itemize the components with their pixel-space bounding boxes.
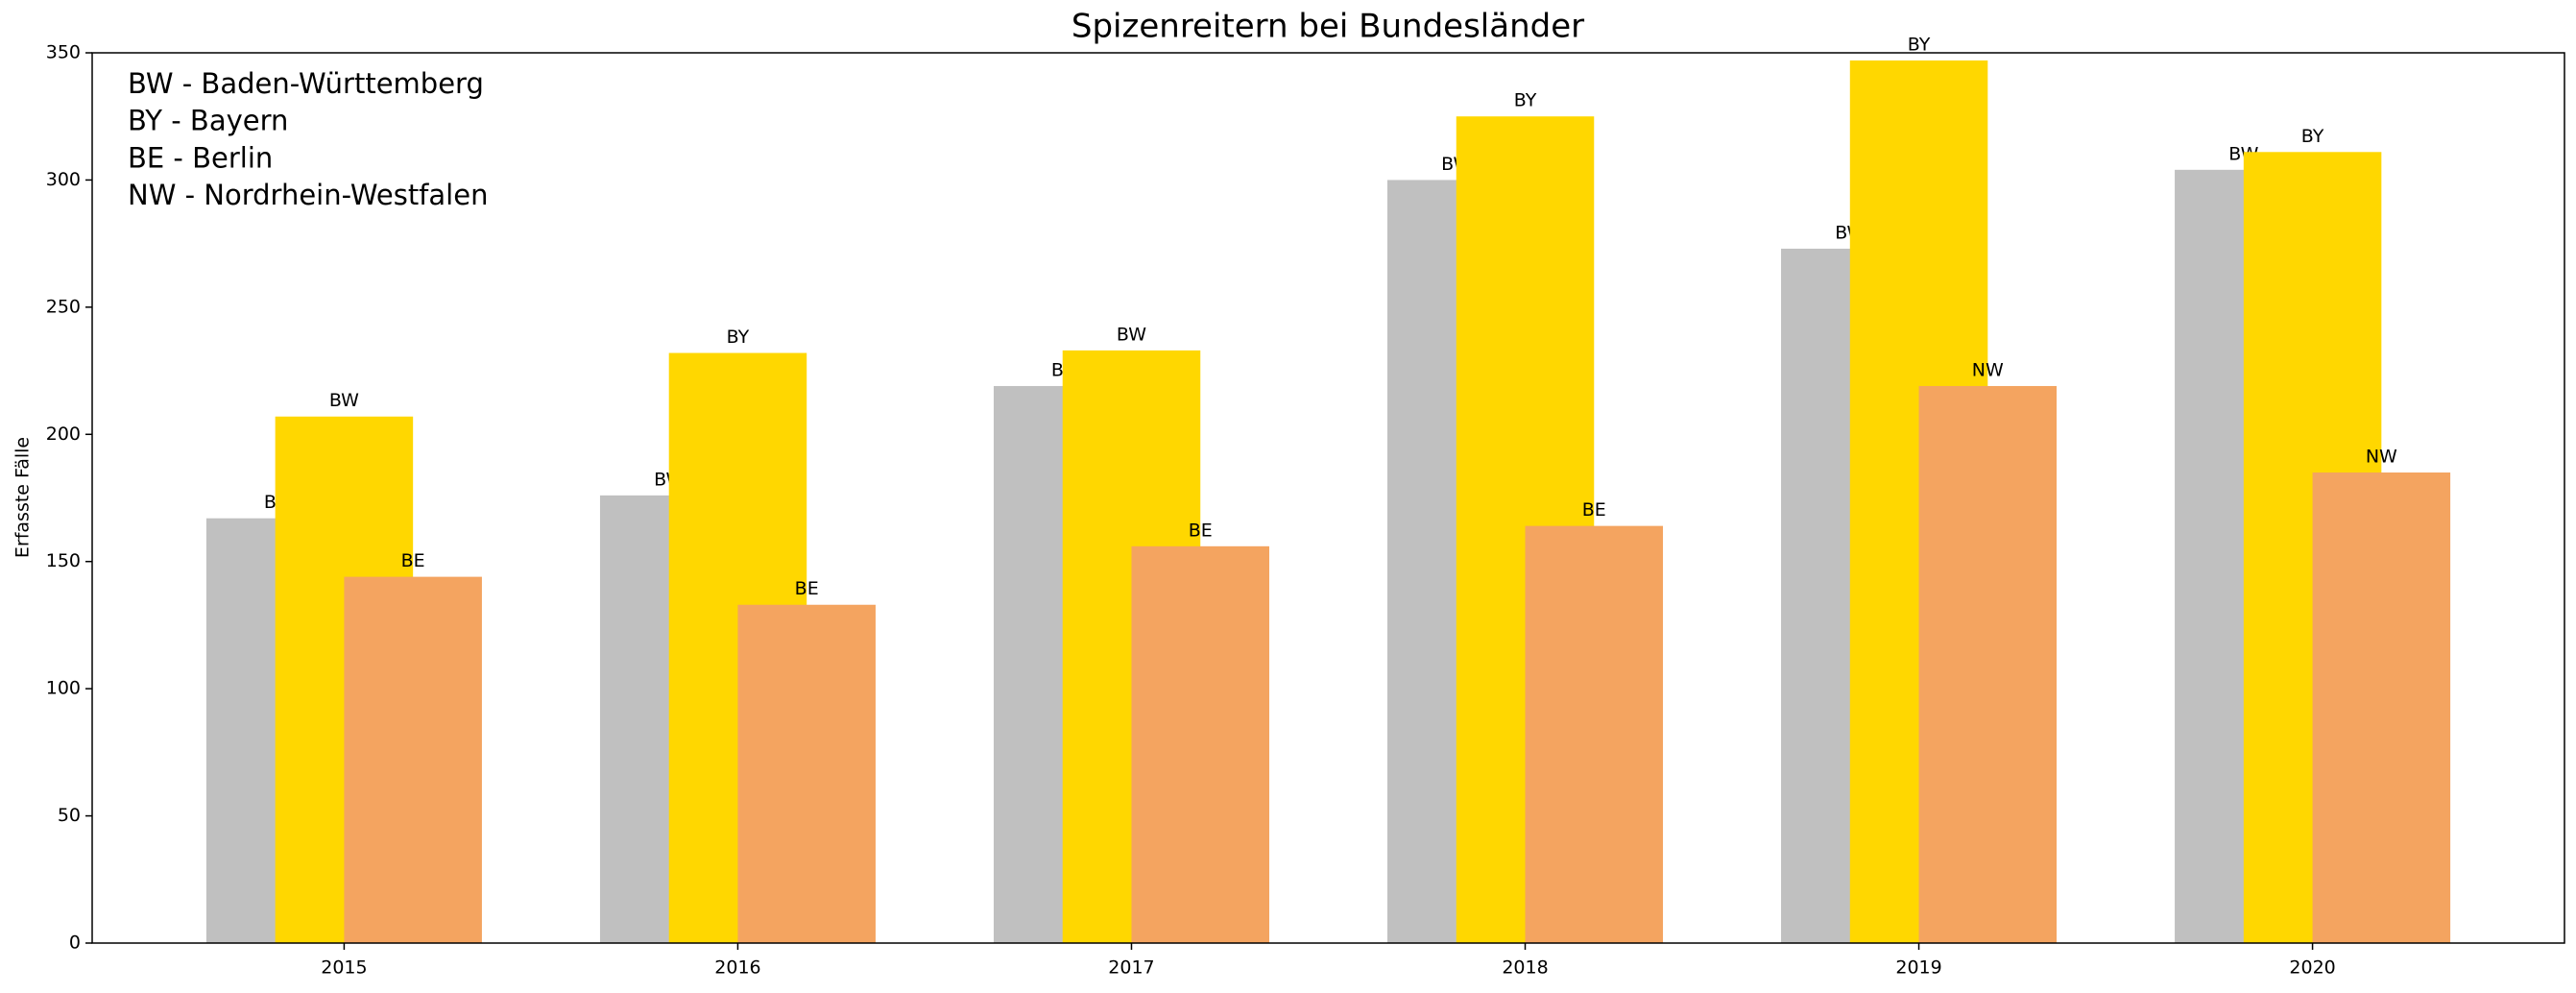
bar [1525,525,1664,943]
x-tick-label: 2016 [714,957,760,979]
y-tick-label: 300 [46,169,81,190]
x-tick-label: 2017 [1108,957,1154,979]
annotation: NW - Nordrhein-Westfalen [128,179,488,211]
bar-label: BE [1189,520,1213,541]
y-tick-label: 350 [46,42,81,63]
y-tick-label: 0 [69,932,81,954]
x-tick-label: 2015 [321,957,367,979]
bar-label: BY [1908,34,1931,55]
bar-label: BE [795,578,819,599]
y-tick-label: 250 [46,296,81,317]
bar-label: BW [1117,324,1146,345]
bar [2312,472,2451,943]
bar-label: NW [1972,359,2004,380]
bar [1131,545,1269,943]
y-tick-label: 200 [46,424,81,445]
y-axis-label: Erfasste Fälle [12,437,34,558]
x-tick-label: 2019 [1895,957,1941,979]
bar-label: BE [401,550,425,571]
bar-label: BY [727,327,750,348]
chart-title: Spizenreitern bei Bundesländer [1071,8,1584,46]
bar [737,604,876,943]
plot-frame [91,52,2565,944]
bar-label: BW [329,390,359,411]
y-tick-label: 100 [46,678,81,699]
annotation: BE - Berlin [128,141,273,174]
bar-label: BY [2301,126,2324,147]
annotation: BW - Baden-Württemberg [128,67,484,100]
bar [344,576,482,943]
annotation: BY - Bayern [128,105,288,137]
x-tick-label: 2018 [1502,957,1548,979]
bar [1918,385,2058,943]
bar-label: BE [1582,499,1606,521]
x-tick-label: 2020 [2289,957,2335,979]
y-tick-label: 50 [58,805,81,826]
bar-label: BY [1514,90,1537,111]
y-tick-label: 150 [46,550,81,571]
bar-label: NW [2366,447,2397,468]
